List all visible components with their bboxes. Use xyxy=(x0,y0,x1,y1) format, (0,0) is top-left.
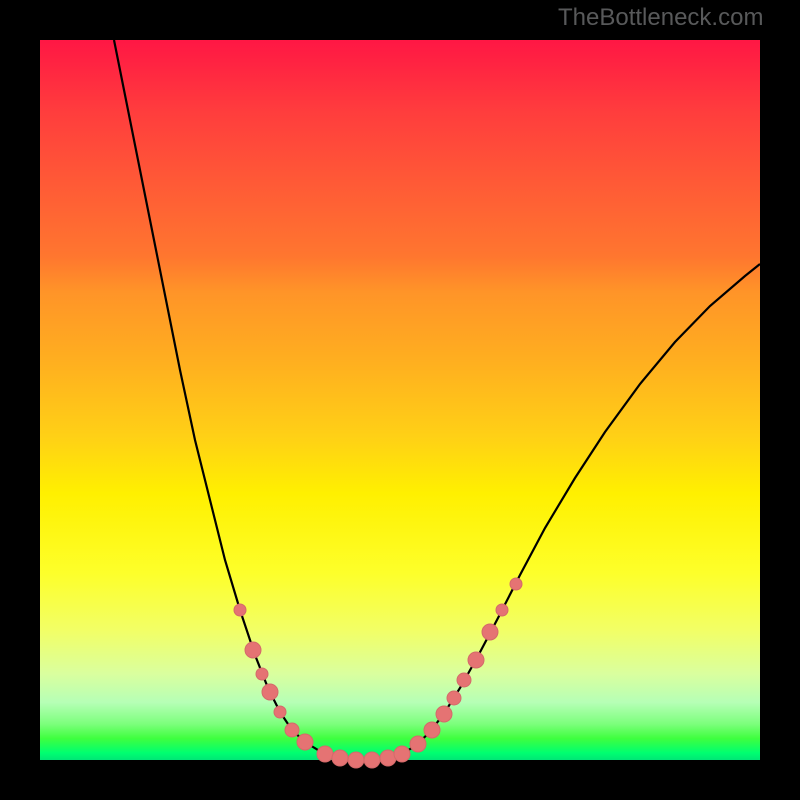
curve-right xyxy=(402,264,760,754)
scatter-point xyxy=(424,722,440,738)
scatter-point xyxy=(436,706,452,722)
scatter-point xyxy=(274,706,286,718)
scatter-point xyxy=(496,604,508,616)
scatter-point xyxy=(410,736,426,752)
scatter-point xyxy=(262,684,278,700)
scatter-point xyxy=(364,752,380,768)
scatter-point xyxy=(380,750,396,766)
scatter-point xyxy=(332,750,348,766)
scatter-point xyxy=(317,746,333,762)
plot-group xyxy=(114,40,760,768)
scatter-point xyxy=(245,642,261,658)
scatter-point xyxy=(457,673,471,687)
scatter-point xyxy=(297,734,313,750)
scatter-point xyxy=(482,624,498,640)
scatter-point xyxy=(468,652,484,668)
scatter-point xyxy=(394,746,410,762)
scatter-markers xyxy=(234,578,522,768)
scatter-point xyxy=(256,668,268,680)
scatter-point xyxy=(285,723,299,737)
scatter-point xyxy=(510,578,522,590)
scatter-point xyxy=(447,691,461,705)
scatter-point xyxy=(234,604,246,616)
curve-left xyxy=(114,40,330,755)
chart-svg xyxy=(0,0,800,800)
scatter-point xyxy=(348,752,364,768)
chart-stage: TheBottleneck.com xyxy=(0,0,800,800)
